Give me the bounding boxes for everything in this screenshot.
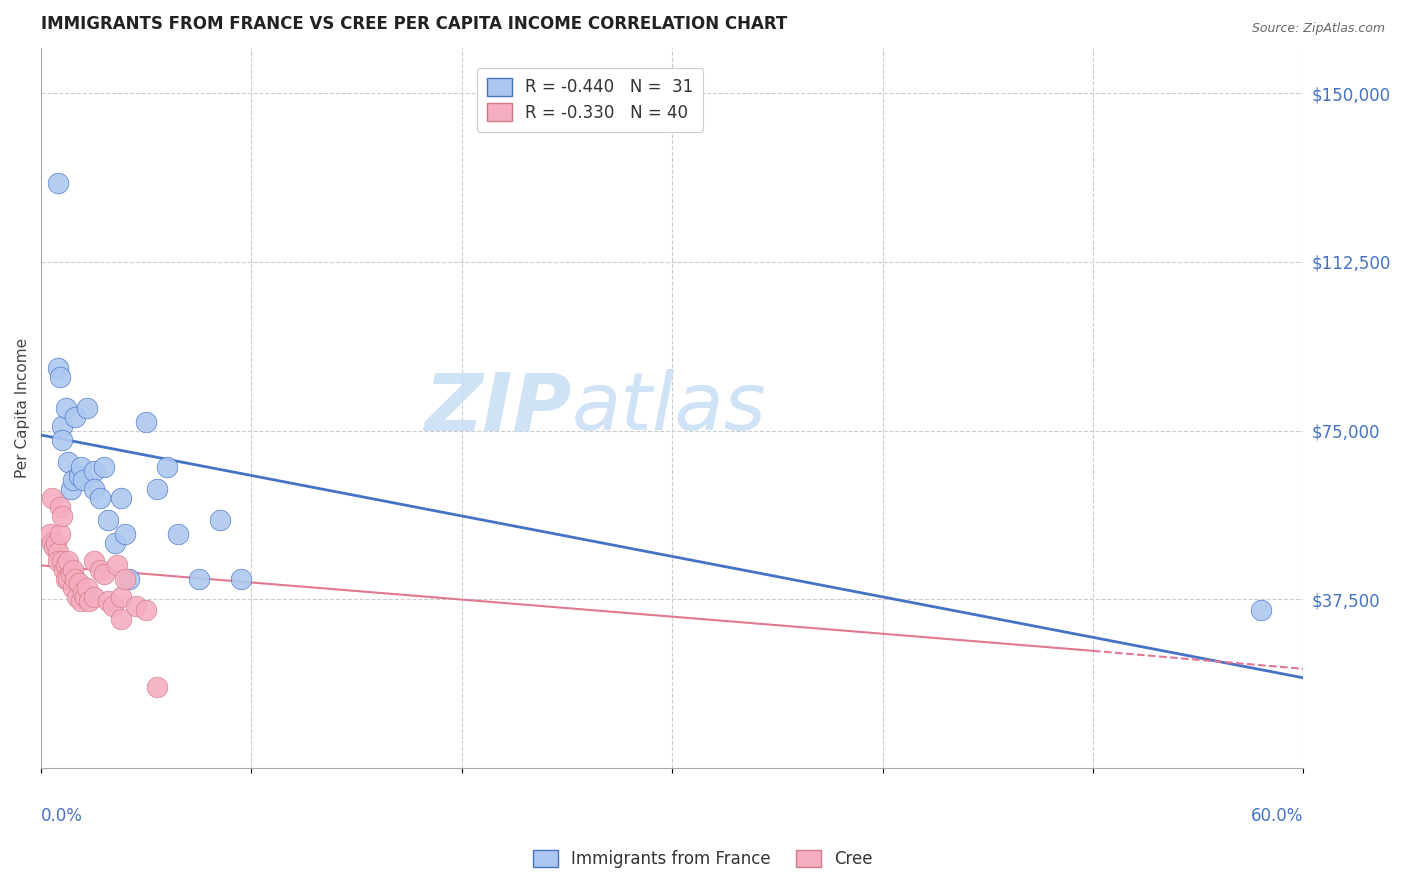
Point [67,576,90,591]
Point [101,599,124,613]
Point [70,459,93,474]
Point [110,590,132,604]
Point [59,567,82,582]
Point [83,464,105,478]
Point [76,581,98,595]
Point [83,590,105,604]
Point [51,554,73,568]
Point [46,360,69,375]
Point [135,603,157,617]
Point [62,563,84,577]
Text: IMMIGRANTS FROM FRANCE VS CREE PER CAPITA INCOME CORRELATION CHART: IMMIGRANTS FROM FRANCE VS CREE PER CAPIT… [41,15,787,33]
Point [42,541,65,555]
Point [70,594,93,608]
Point [38,527,60,541]
Point [135,415,157,429]
Point [63,572,86,586]
Point [46,554,69,568]
Point [229,572,252,586]
Text: 60.0%: 60.0% [1251,807,1303,825]
Point [110,612,132,626]
Point [49,527,72,541]
Point [66,590,89,604]
Point [156,459,179,474]
Point [146,680,169,694]
Point [79,594,101,608]
Text: 0.0%: 0.0% [41,807,83,825]
Point [105,558,128,573]
Point [62,581,84,595]
Point [146,482,169,496]
Point [97,594,120,608]
Point [93,567,115,582]
Legend: R = -0.440   N =  31, R = -0.330   N = 40: R = -0.440 N = 31, R = -0.330 N = 40 [477,68,703,131]
Point [208,513,231,527]
Point [75,590,97,604]
Point [41,491,63,505]
Point [49,500,72,514]
Point [59,482,82,496]
Point [83,554,105,568]
Point [93,459,115,474]
Point [76,401,98,415]
Point [55,572,77,586]
Point [62,473,84,487]
Point [118,572,141,586]
Point [41,536,63,550]
Point [51,508,73,523]
Point [51,419,73,434]
Point [58,554,80,568]
Legend: Immigrants from France, Cree: Immigrants from France, Cree [526,843,880,875]
Point [67,468,90,483]
Point [104,536,127,550]
Point [51,433,73,447]
Point [72,585,94,599]
Y-axis label: Per Capita Income: Per Capita Income [15,338,30,478]
Point [187,572,209,586]
Point [63,410,86,425]
Point [83,482,105,496]
Point [166,527,188,541]
Point [1250,603,1272,617]
Text: ZIP: ZIP [423,369,571,447]
Point [49,369,72,384]
Point [89,563,111,577]
Point [58,455,80,469]
Point [55,401,77,415]
Point [46,176,69,190]
Point [110,491,132,505]
Point [125,599,148,613]
Point [97,513,120,527]
Text: Source: ZipAtlas.com: Source: ZipAtlas.com [1251,22,1385,36]
Point [114,527,136,541]
Text: atlas: atlas [571,369,766,447]
Point [114,572,136,586]
Point [72,473,94,487]
Point [45,536,67,550]
Point [89,491,111,505]
Point [53,563,76,577]
Point [55,558,77,573]
Point [58,572,80,586]
Point [46,545,69,559]
